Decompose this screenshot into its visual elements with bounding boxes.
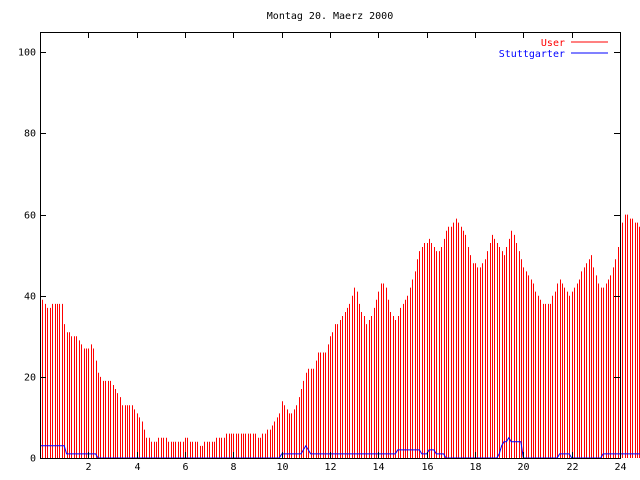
x-tick-label: 22 [566, 462, 578, 473]
y-tick-label: 100 [18, 48, 36, 59]
x-tick-label: 4 [134, 462, 140, 473]
y-tick-label: 40 [24, 292, 36, 303]
y-tick-label: 0 [30, 454, 36, 465]
x-tick-label: 24 [614, 462, 626, 473]
y-tick-label: 20 [24, 373, 36, 384]
x-tick-label: 20 [517, 462, 529, 473]
plot-area [40, 214, 640, 459]
x-tick-label: 8 [230, 462, 236, 473]
series-user [40, 214, 640, 458]
x-tick-label: 12 [324, 462, 336, 473]
x-tick-label: 14 [372, 462, 384, 473]
x-tick-label: 10 [276, 462, 288, 473]
y-tick-label: 80 [24, 129, 36, 140]
y-tick-label: 60 [24, 211, 36, 222]
x-tick-label: 18 [469, 462, 481, 473]
x-tick-label: 2 [85, 462, 91, 473]
x-tick-label: 16 [421, 462, 433, 473]
chart-title: Montag 20. Maerz 2000 [267, 11, 393, 22]
legend-entry-stuttgarter: Stuttgarter [499, 49, 565, 60]
legend-entry-user: User [541, 38, 565, 49]
x-tick-label: 6 [182, 462, 188, 473]
legend: User Stuttgarter [499, 38, 608, 60]
